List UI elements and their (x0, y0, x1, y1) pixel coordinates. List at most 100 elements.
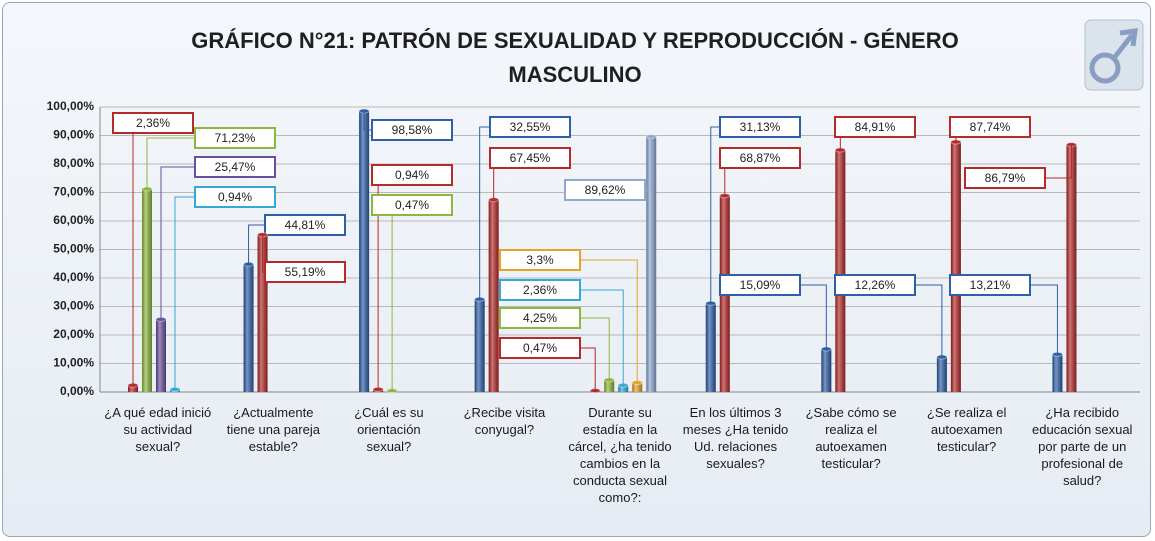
y-tick-label: 30,00% (53, 299, 94, 313)
bar-shine (128, 385, 138, 392)
value-label: 31,13% (740, 120, 781, 134)
label-box (499, 307, 581, 329)
bar-shine (257, 234, 268, 392)
leader-line (363, 111, 372, 131)
bar-shine (936, 357, 947, 392)
bar-group (141, 186, 153, 392)
value-label: 55,19% (285, 265, 326, 279)
bar-shine (618, 385, 629, 392)
x-tick-label: En los últimos 3 meses ¿Ha tenido Ud. re… (682, 405, 789, 471)
x-tick-label: Durante su estadía en la cárcel, ¿ha ten… (568, 405, 672, 505)
label-box (371, 164, 453, 186)
leader-line (1045, 144, 1072, 179)
y-tick-label: 0,00% (60, 384, 94, 398)
bar-shine (835, 150, 846, 392)
bar-group (834, 147, 846, 392)
y-tick-label: 100,00% (47, 99, 95, 113)
value-label: 0,94% (395, 168, 429, 182)
value-label: 71,23% (215, 131, 256, 145)
y-tick-label: 20,00% (53, 327, 94, 341)
bar-shine (950, 141, 961, 392)
value-label: 4,25% (523, 311, 557, 325)
value-label: 67,45% (510, 151, 551, 165)
leader-line (146, 137, 195, 189)
value-label: 86,79% (985, 171, 1026, 185)
leader-line (580, 317, 610, 380)
bar-group (936, 354, 948, 392)
chart-title: GRÁFICO N°21: PATRÓN DE SEXUALIDAD Y REP… (191, 28, 959, 87)
label-box (499, 279, 581, 301)
bar-shine (646, 136, 657, 392)
leader-line (800, 284, 827, 349)
label-box (719, 147, 801, 169)
bar-shine (156, 319, 166, 392)
bar-group (358, 108, 370, 392)
value-label: 15,09% (740, 278, 781, 292)
value-label: 0,47% (523, 341, 557, 355)
x-tick-label: ¿Se realiza el autoexamen testicular? (926, 405, 1007, 454)
y-tick-label: 10,00% (53, 356, 94, 370)
y-tick-label: 70,00% (53, 185, 94, 199)
bar-group (488, 197, 500, 392)
label-box (194, 127, 276, 149)
label-box (264, 261, 346, 283)
bar-shine (359, 111, 370, 392)
y-tick-label: 90,00% (53, 128, 94, 142)
x-tick-label: ¿Ha recibido educación sexual por parte … (1031, 405, 1133, 488)
label-box (949, 274, 1031, 296)
bar-group (155, 316, 167, 392)
bar-shine (243, 264, 254, 392)
label-box (489, 147, 571, 169)
bar-group (1051, 351, 1063, 392)
bar-shine (604, 379, 615, 392)
bar-shine (705, 303, 716, 392)
leader-line (710, 126, 720, 304)
label-box (564, 179, 646, 201)
leader-line (160, 166, 195, 320)
leader-line (580, 259, 638, 383)
value-label: 13,21% (970, 278, 1011, 292)
x-tick-label: ¿Actualmente tiene una pareja estable? (226, 405, 320, 454)
label-box (719, 116, 801, 138)
leader-line (248, 224, 265, 265)
label-box (719, 274, 801, 296)
label-box (949, 116, 1031, 138)
label-box (489, 116, 571, 138)
label-box (194, 186, 276, 208)
label-box (371, 194, 453, 216)
bar-group (603, 377, 615, 392)
bar-shine (821, 348, 832, 392)
value-label: 89,62% (585, 183, 626, 197)
bar-group (1065, 142, 1077, 392)
x-tick-label: ¿Cuál es su orientación sexual? (354, 405, 424, 454)
label-box (112, 112, 194, 134)
label-box (194, 156, 276, 178)
leader-line (645, 136, 652, 191)
label-box (499, 249, 581, 271)
bar-shine (632, 382, 643, 392)
leader-line (479, 126, 490, 300)
value-label: 2,36% (136, 116, 170, 130)
bar-shine (474, 299, 485, 392)
value-label: 2,36% (523, 283, 557, 297)
label-box (371, 119, 453, 141)
label-box (499, 337, 581, 359)
leader-line (580, 289, 624, 386)
male-icon (1084, 19, 1144, 91)
label-box (264, 214, 346, 236)
label-box (964, 167, 1046, 189)
leader-line (915, 284, 943, 358)
y-tick-label: 60,00% (53, 213, 94, 227)
bar-group (243, 261, 255, 392)
y-tick-label: 50,00% (53, 242, 94, 256)
label-box (834, 116, 916, 138)
value-label: 25,47% (215, 160, 256, 174)
value-label: 0,47% (395, 198, 429, 212)
bar-shine (142, 188, 152, 392)
bar-group (820, 346, 832, 392)
x-tick-label: ¿Recibe visita conyugal? (463, 405, 546, 437)
x-tick-label: ¿Sabe cómo se realiza el autoexamen test… (805, 405, 897, 471)
bar-shine (1052, 354, 1063, 392)
bar-group (474, 296, 486, 392)
